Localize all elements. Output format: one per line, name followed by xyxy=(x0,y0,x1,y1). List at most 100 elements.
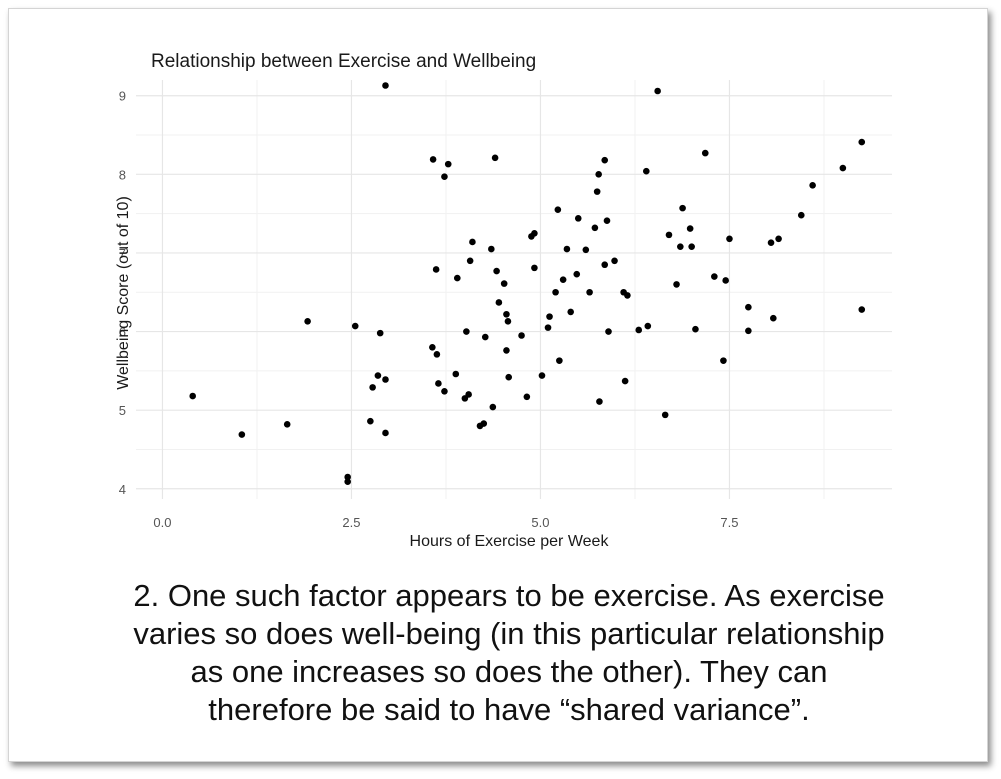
data-point xyxy=(624,292,631,299)
x-tick-label: 2.5 xyxy=(342,515,360,530)
data-point xyxy=(839,164,847,172)
data-point xyxy=(189,392,196,400)
data-point xyxy=(454,274,461,282)
data-point xyxy=(344,478,351,486)
data-point xyxy=(582,246,590,254)
data-point xyxy=(463,328,470,335)
data-point xyxy=(465,391,472,398)
data-point xyxy=(429,156,437,163)
data-point xyxy=(382,82,389,89)
data-point xyxy=(504,318,512,325)
data-point xyxy=(605,328,612,335)
data-point xyxy=(722,277,729,284)
data-point xyxy=(444,160,452,168)
data-point xyxy=(858,138,866,146)
data-point xyxy=(435,380,442,387)
data-point xyxy=(503,347,510,354)
data-point xyxy=(376,329,384,337)
data-point xyxy=(531,229,538,237)
data-point xyxy=(441,388,448,395)
caption-line: 2. One such factor appears to be exercis… xyxy=(133,578,885,613)
data-point xyxy=(382,376,389,383)
data-point xyxy=(775,235,782,243)
caption-text: 2. One such factor appears to be exercis… xyxy=(29,577,989,729)
data-point xyxy=(593,188,601,195)
data-point xyxy=(505,373,513,381)
data-point xyxy=(469,238,476,246)
data-point xyxy=(596,398,603,405)
chart-title: Relationship between Exercise and Wellbe… xyxy=(151,51,537,72)
data-point xyxy=(858,306,866,313)
data-point xyxy=(552,288,559,296)
data-point xyxy=(665,231,673,239)
data-point xyxy=(797,211,805,219)
data-point xyxy=(283,421,291,428)
data-point xyxy=(644,322,652,330)
data-point xyxy=(679,204,686,212)
y-tick-label: 6 xyxy=(119,325,126,340)
data-point xyxy=(382,429,389,437)
data-point xyxy=(621,377,629,385)
grid-minor-lines xyxy=(136,80,892,499)
data-point xyxy=(546,313,553,320)
data-point xyxy=(745,327,752,335)
data-point xyxy=(601,261,609,269)
data-point xyxy=(809,182,816,189)
x-tick-labels: 0.0 2.5 5.0 7.5 xyxy=(153,515,738,530)
data-point xyxy=(595,171,602,178)
data-point xyxy=(726,235,733,243)
data-point xyxy=(489,403,497,411)
data-point xyxy=(429,343,436,351)
data-point xyxy=(304,318,311,325)
y-tick-label: 8 xyxy=(119,167,126,182)
data-point xyxy=(591,224,599,232)
data-points xyxy=(189,82,866,486)
data-point xyxy=(567,308,574,316)
data-point xyxy=(745,303,752,311)
data-point xyxy=(688,243,695,250)
y-tick-labels: 4 5 6 7 8 9 xyxy=(119,89,126,497)
data-point xyxy=(573,270,581,278)
data-point xyxy=(531,264,538,272)
data-point xyxy=(673,281,680,288)
grid-major-lines xyxy=(136,80,892,499)
data-point xyxy=(441,173,448,180)
data-point xyxy=(701,149,709,157)
x-axis-label: Hours of Exercise per Week xyxy=(410,533,610,550)
data-point xyxy=(770,314,777,322)
x-tick-label: 7.5 xyxy=(720,515,738,530)
data-point xyxy=(374,372,382,379)
data-point xyxy=(344,473,351,481)
data-point xyxy=(523,393,531,401)
data-point xyxy=(518,332,525,339)
data-point xyxy=(488,245,495,253)
data-point xyxy=(654,87,661,95)
y-tick-label: 7 xyxy=(119,246,126,261)
data-point xyxy=(686,225,694,232)
slide-card: 0.0 2.5 5.0 7.5 4 5 6 7 8 9 Hours of Exercise pe… xyxy=(8,8,988,762)
data-point xyxy=(720,357,727,364)
data-point xyxy=(369,384,376,391)
data-point xyxy=(559,276,567,283)
data-point xyxy=(433,351,441,358)
data-point xyxy=(367,417,374,425)
scatter-chart: 0.0 2.5 5.0 7.5 4 5 6 7 8 9 Hours of Exercise pe… xyxy=(115,80,892,550)
data-point xyxy=(466,257,474,265)
y-tick-label: 4 xyxy=(119,482,126,497)
data-point xyxy=(432,266,440,273)
data-point xyxy=(495,299,503,306)
data-point xyxy=(603,217,611,225)
data-point xyxy=(563,245,571,253)
x-tick-label: 0.0 xyxy=(153,515,171,530)
x-tick-label: 5.0 xyxy=(531,515,549,530)
data-point xyxy=(711,273,718,280)
data-point xyxy=(481,333,489,341)
data-point xyxy=(452,370,460,378)
data-point xyxy=(611,257,618,265)
data-point xyxy=(503,310,510,318)
data-point xyxy=(238,431,246,438)
data-point xyxy=(500,280,508,287)
data-point xyxy=(544,324,552,331)
data-point xyxy=(480,420,488,427)
caption-line: therefore be said to have “shared varian… xyxy=(208,692,810,727)
